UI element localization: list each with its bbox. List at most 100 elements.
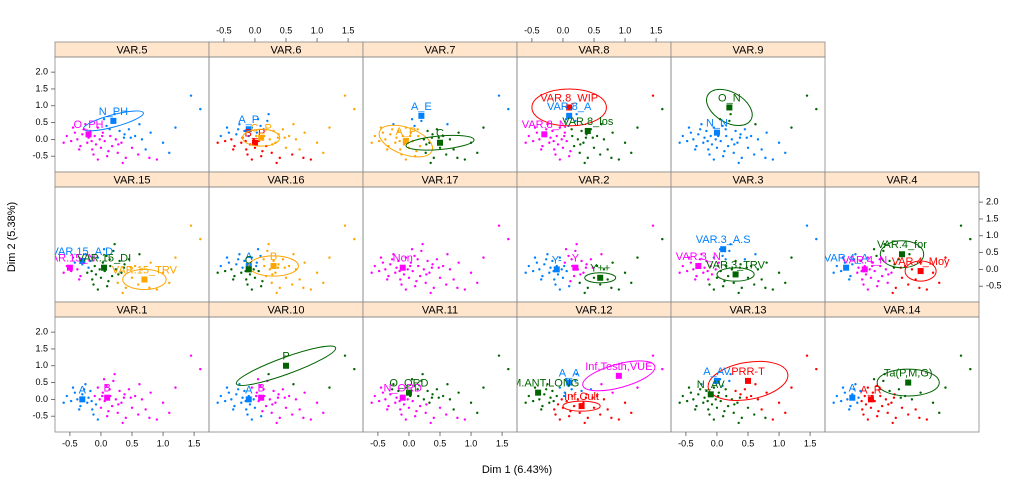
y-tick-label: 0.5 xyxy=(35,117,48,127)
point xyxy=(101,391,105,394)
point xyxy=(448,268,452,271)
point xyxy=(719,399,722,403)
point xyxy=(591,266,594,269)
point xyxy=(457,261,460,264)
x-axis-title: Dim 1 (6.43%) xyxy=(482,464,552,476)
group-label: Non xyxy=(393,253,413,265)
point xyxy=(343,354,347,357)
point xyxy=(267,372,270,376)
point xyxy=(636,126,639,129)
point xyxy=(309,418,313,421)
confidence-ellipse xyxy=(378,124,434,158)
point xyxy=(864,403,868,406)
point xyxy=(386,278,389,281)
point xyxy=(931,271,935,274)
point xyxy=(857,266,860,269)
point xyxy=(76,268,79,271)
point xyxy=(715,146,719,149)
point xyxy=(287,134,291,138)
point xyxy=(576,398,580,401)
point xyxy=(863,394,866,398)
panel-title: VAR.5 xyxy=(117,44,148,56)
y-tick-label: 1.0 xyxy=(986,230,999,240)
point xyxy=(246,413,249,416)
point xyxy=(315,141,319,144)
point xyxy=(868,268,871,271)
point xyxy=(86,141,89,144)
point xyxy=(268,268,272,271)
point xyxy=(918,286,921,290)
point xyxy=(225,386,229,389)
point xyxy=(832,271,835,274)
point xyxy=(118,389,121,393)
point xyxy=(497,354,501,357)
x-tick-label: 1.5 xyxy=(342,25,355,35)
point xyxy=(410,118,414,121)
point xyxy=(538,398,541,401)
point xyxy=(533,386,537,389)
point xyxy=(753,283,756,286)
point xyxy=(446,383,449,386)
point xyxy=(253,146,257,149)
point xyxy=(92,283,95,286)
point xyxy=(875,414,879,418)
y-tick-label: 2.0 xyxy=(986,197,999,207)
point xyxy=(569,279,572,283)
point xyxy=(531,269,535,273)
point xyxy=(765,391,768,394)
point xyxy=(76,398,79,401)
point xyxy=(302,416,305,420)
point xyxy=(872,248,876,251)
point xyxy=(527,134,530,138)
group-label: C_P xyxy=(250,123,271,135)
point xyxy=(678,271,681,274)
point xyxy=(377,399,381,403)
point xyxy=(730,268,734,271)
point xyxy=(389,393,392,396)
point xyxy=(110,274,114,278)
point xyxy=(377,139,381,143)
point xyxy=(544,388,548,391)
point xyxy=(899,396,902,399)
point xyxy=(155,418,159,421)
point xyxy=(572,144,576,148)
group-center xyxy=(566,112,573,119)
point xyxy=(422,268,426,271)
point xyxy=(426,129,429,133)
panel-title: VAR.6 xyxy=(271,44,302,56)
point xyxy=(969,367,972,371)
point xyxy=(725,394,728,398)
point xyxy=(230,138,233,141)
point xyxy=(702,141,705,144)
panel-title: VAR.15 xyxy=(113,174,150,186)
point xyxy=(397,129,400,133)
group-center xyxy=(141,276,148,283)
point xyxy=(144,408,147,411)
point xyxy=(86,401,89,404)
point xyxy=(107,409,110,413)
point xyxy=(262,388,265,391)
point xyxy=(707,408,710,411)
group-label: PRR-T xyxy=(731,366,765,378)
point xyxy=(255,261,259,264)
panel: Y- Y Y++ xyxy=(524,224,664,295)
point xyxy=(133,264,137,268)
point xyxy=(583,291,586,295)
point xyxy=(384,138,387,141)
point xyxy=(897,388,901,391)
point xyxy=(556,403,560,406)
point xyxy=(558,256,562,259)
point xyxy=(253,276,257,279)
point xyxy=(600,383,603,386)
point xyxy=(856,401,859,404)
point xyxy=(149,391,152,394)
point xyxy=(687,386,691,389)
group-label: VAR.3_A.S xyxy=(696,234,751,246)
point xyxy=(591,136,594,139)
panel-title: VAR.14 xyxy=(883,304,920,316)
point xyxy=(227,391,231,394)
point xyxy=(959,224,963,227)
point xyxy=(71,256,75,259)
point xyxy=(733,143,736,146)
point xyxy=(429,291,432,295)
